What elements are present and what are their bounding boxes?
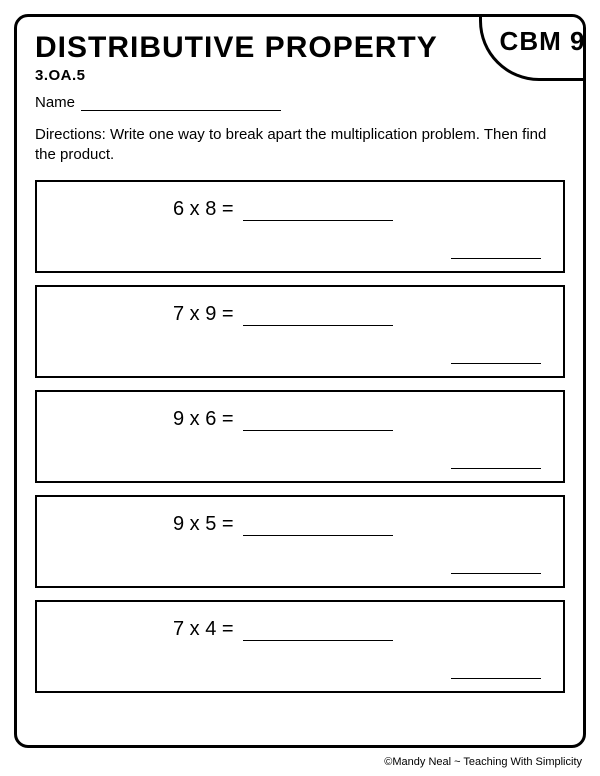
expression: 9 x 5 = [173, 513, 239, 536]
name-input-line[interactable] [81, 97, 281, 111]
expression-row: 7 x 4 = [53, 618, 547, 641]
name-row: Name [35, 94, 565, 111]
breakdown-input-line[interactable] [243, 518, 393, 536]
product-input-line[interactable] [451, 573, 541, 574]
worksheet-frame: CBM 9 DISTRIBUTIVE PROPERTY 3.OA.5 Name … [14, 14, 586, 748]
product-input-line[interactable] [451, 363, 541, 364]
problem-box: 6 x 8 = [35, 180, 565, 273]
footer-credit: ©Mandy Neal ~ Teaching With Simplicity [384, 756, 582, 768]
product-input-line[interactable] [451, 678, 541, 679]
breakdown-input-line[interactable] [243, 308, 393, 326]
expression: 6 x 8 = [173, 198, 239, 221]
product-input-line[interactable] [451, 468, 541, 469]
breakdown-input-line[interactable] [243, 413, 393, 431]
directions-text: Directions: Write one way to break apart… [35, 125, 565, 166]
expression: 9 x 6 = [173, 408, 239, 431]
breakdown-input-line[interactable] [243, 203, 393, 221]
standard-code: 3.OA.5 [35, 67, 565, 84]
problems-list: 6 x 8 = 7 x 9 = 9 x 6 = 9 x 5 = [35, 180, 565, 693]
expression: 7 x 4 = [173, 618, 239, 641]
problem-box: 9 x 5 = [35, 495, 565, 588]
expression-row: 6 x 8 = [53, 198, 547, 221]
product-input-line[interactable] [451, 258, 541, 259]
expression-row: 9 x 6 = [53, 408, 547, 431]
cbm-badge-text: CBM 9 [500, 26, 586, 57]
expression-row: 9 x 5 = [53, 513, 547, 536]
problem-box: 7 x 4 = [35, 600, 565, 693]
expression-row: 7 x 9 = [53, 303, 547, 326]
breakdown-input-line[interactable] [243, 623, 393, 641]
expression: 7 x 9 = [173, 303, 239, 326]
problem-box: 9 x 6 = [35, 390, 565, 483]
problem-box: 7 x 9 = [35, 285, 565, 378]
name-label: Name [35, 94, 75, 111]
